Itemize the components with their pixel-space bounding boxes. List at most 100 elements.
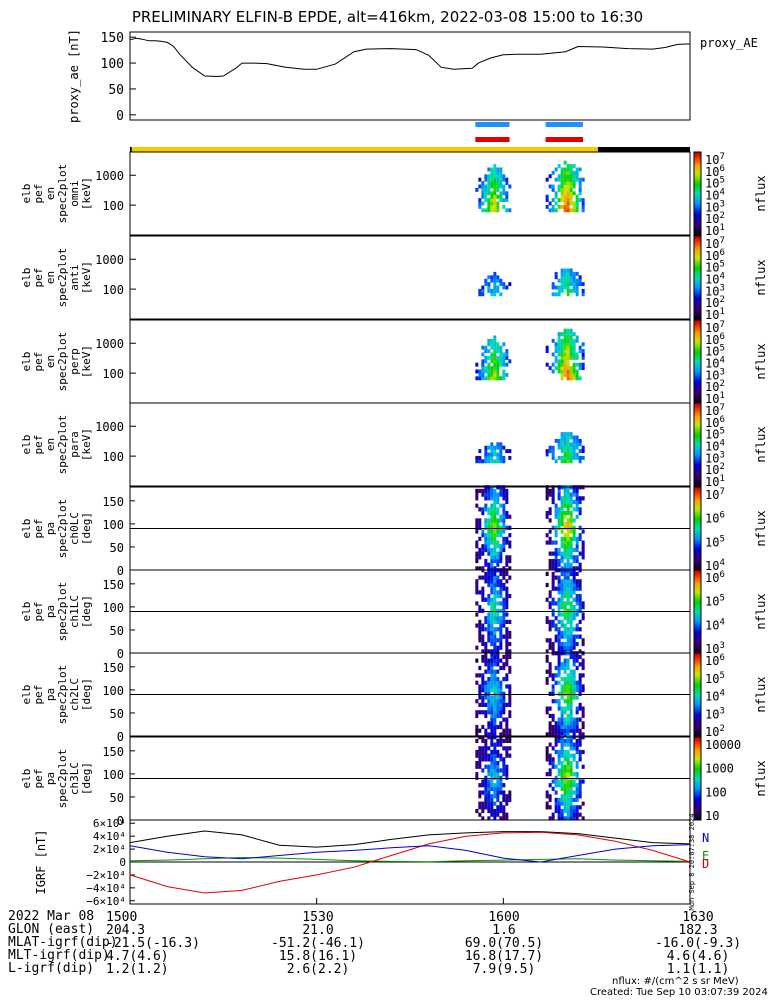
spectrogram-cell [563,753,567,758]
coverage-red-segment [475,137,510,142]
spectrogram-cell [572,641,576,647]
spectrogram-cell [505,181,509,186]
spectrogram-cell [551,684,555,689]
spectrogram-cell [575,174,579,179]
panel-ylabel-line: spec2plot [56,499,69,559]
panel-ylabel-line: elb [20,519,33,539]
colorbar-cell [694,405,701,408]
colorbar-cell [694,465,701,468]
spectrogram-cell [560,623,564,628]
spectrogram-cell [572,518,576,523]
spectrogram-cell [499,181,503,186]
spectrogram-cell [484,177,488,182]
spectrogram-cell [572,455,576,460]
spectrogram-cell [481,288,485,293]
spectrogram-cell [490,167,494,172]
spectrogram-cell [481,369,485,374]
spectrogram-cell [572,728,576,733]
spectrogram-cell [481,688,485,693]
spectrogram-cell [493,551,497,556]
spectrogram-cell [572,673,576,678]
spectrogram-cell [478,665,482,671]
spectrogram-cell [499,571,503,577]
spectrogram-cell [551,540,555,545]
colorbar-cell [694,240,701,243]
colorbar-cell [694,766,701,769]
colorbar-cell [694,673,701,677]
panel-ylabel-line: anti [68,264,81,291]
spectrogram-cell [575,555,579,560]
spectrogram-cell [499,724,503,730]
spectrogram-cell [554,355,558,360]
spectrogram-cell [548,593,552,599]
spectrogram-cell [484,746,488,751]
spectrogram-cell [505,349,509,354]
colorbar-cell [694,328,701,331]
spectrogram-cell [508,558,512,564]
spectrogram-cell [487,786,491,791]
spectrogram-cell [487,684,491,689]
spectrogram-cell [557,645,561,650]
spectrogram-cell [490,586,494,591]
spectrogram-cell [569,174,573,179]
spectrogram-cell [551,699,555,704]
spectrogram-cell [557,579,561,584]
spectrogram-cell [499,191,503,196]
spectrogram-cell [493,345,497,350]
spectrogram-cell [499,352,503,357]
spectrogram-cell [499,586,503,591]
spectrogram-cell [490,783,494,788]
spectrogram-cell [569,366,573,371]
spectrogram-cell [493,372,497,377]
spectrogram-cell [578,608,582,613]
spectrogram-cell [508,449,512,454]
spectrogram-cell [572,181,576,186]
spectrogram-cell [578,627,582,632]
panel-ytick-label: 100 [102,450,124,464]
spectrogram-cell [487,201,491,206]
colorbar-title: nflux [754,175,768,211]
spectrogram-cell [508,746,512,751]
spectrogram-cell [490,442,494,447]
spectrogram-cell [502,184,506,189]
spectrogram-cell [560,544,564,549]
spectrogram-cell [499,544,503,549]
spectrogram-cell [487,488,491,494]
spectrogram-cell [557,198,561,203]
colorbar-cell [694,741,701,744]
spectrogram-cell [560,449,564,454]
colorbar-cell [694,210,701,213]
spectrogram-cell [575,760,579,766]
spectrogram-cell [572,753,576,758]
spectrogram-cell [578,601,582,606]
colorbar-cell [694,511,701,515]
spectrogram-cell [484,208,488,213]
spectrogram-cell [478,507,482,512]
spectrogram-cell [478,372,482,377]
spectrogram-cell [490,582,494,588]
spectrogram-cell [566,797,570,803]
spectrogram-cell [499,488,503,494]
spectrogram-cell [499,579,503,584]
colorbar-cell [694,549,701,552]
colorbar-cell [694,751,701,755]
spectrogram-cell [563,717,567,722]
spectrogram-cell [566,665,570,671]
spectrogram-cell [575,288,579,293]
spectrogram-cell [563,540,567,545]
spectrogram-cell [566,432,570,437]
spectrogram-cell [481,753,485,758]
panel-ytick-label: 50 [110,791,124,805]
spectrogram-cell [505,612,509,617]
spectrogram-cell [551,746,555,751]
spectrogram-cell [490,170,494,175]
colorbar-cell [694,628,701,631]
spectrogram-cell [493,699,497,704]
ephemeris-value: 1.1(1.1) [667,962,730,977]
spectrogram-cell [487,562,491,567]
spectrogram-cell [557,547,561,553]
spectrogram-cell [572,438,576,443]
spectrogram-cell [575,201,579,206]
spectrogram-cell [502,544,506,549]
spectrogram-cell [578,676,582,682]
